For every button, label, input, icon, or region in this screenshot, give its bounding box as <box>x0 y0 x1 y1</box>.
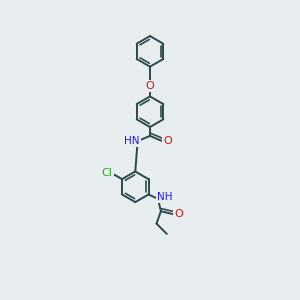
Text: O: O <box>163 136 172 146</box>
Text: O: O <box>174 209 183 219</box>
Text: Cl: Cl <box>102 167 112 178</box>
Text: O: O <box>146 81 154 91</box>
Text: NH: NH <box>157 192 172 203</box>
Text: HN: HN <box>124 136 140 146</box>
